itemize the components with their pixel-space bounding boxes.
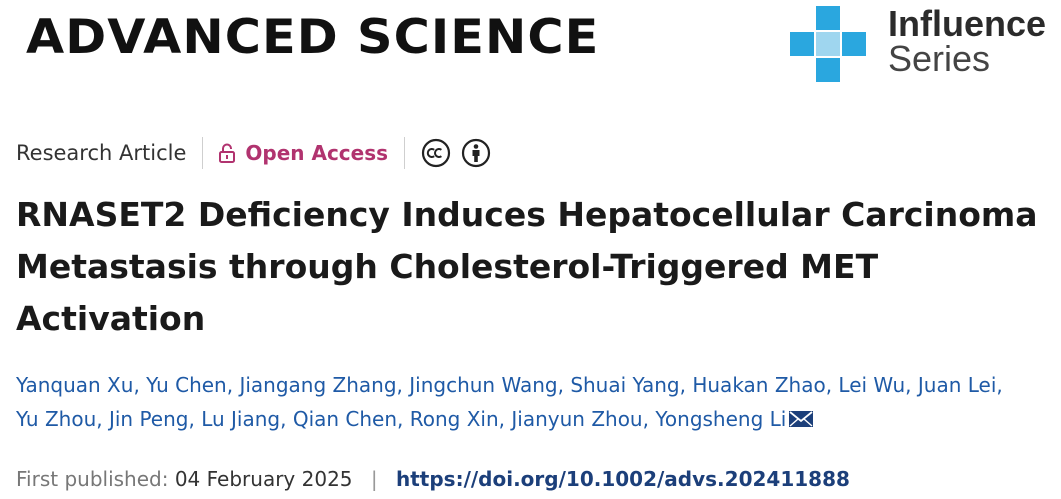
license-icons bbox=[421, 138, 491, 168]
doi-link[interactable]: https://doi.org/10.1002/advs.202411888 bbox=[395, 467, 850, 491]
author-separator: , bbox=[96, 407, 109, 431]
divider bbox=[404, 137, 406, 169]
attribution-icon[interactable] bbox=[461, 138, 491, 168]
author-separator: , bbox=[280, 407, 293, 431]
author-link[interactable]: Yu Zhou bbox=[16, 407, 97, 431]
article-title: RNASET2 Deficiency Induces Hepatocellula… bbox=[16, 195, 1038, 338]
publication-date: 04 February 2025 bbox=[174, 467, 353, 491]
author-separator: , bbox=[996, 373, 1003, 397]
article-type: Research Article bbox=[16, 141, 187, 165]
author-separator: , bbox=[557, 373, 571, 397]
author-link[interactable]: Jingchun Wang bbox=[409, 373, 558, 397]
author-separator: , bbox=[679, 373, 693, 397]
article-meta-row: Research Article Open Access bbox=[16, 134, 491, 172]
series-line-2: Series bbox=[888, 38, 991, 79]
series-line-1: Influence bbox=[888, 3, 1047, 44]
author-link[interactable]: Jin Peng bbox=[108, 407, 189, 431]
author-link[interactable]: Juan Lei bbox=[917, 373, 997, 397]
journal-logo[interactable]: ADVANCED SCIENCE bbox=[26, 10, 600, 65]
author-list: Yanquan Xu, Yu Chen, Jiangang Zhang, Jin… bbox=[16, 368, 1046, 436]
influence-series-text: Influence Series bbox=[888, 3, 1047, 79]
creative-commons-icon[interactable] bbox=[421, 138, 451, 168]
open-access-label: Open Access bbox=[245, 141, 389, 165]
author-separator: , bbox=[133, 373, 147, 397]
author-link[interactable]: Yanquan Xu bbox=[16, 373, 134, 397]
author-separator: , bbox=[825, 373, 839, 397]
masthead: ADVANCED SCIENCE Influence Series bbox=[0, 0, 1061, 100]
author-separator: , bbox=[397, 407, 410, 431]
influence-series-logo[interactable]: Influence Series bbox=[790, 6, 1060, 82]
author-separator: , bbox=[905, 373, 918, 397]
publication-info: First published: 04 February 2025 | http… bbox=[16, 464, 850, 494]
author-link[interactable]: Yu Chen bbox=[146, 373, 227, 397]
open-access-badge[interactable]: Open Access bbox=[219, 141, 388, 165]
author-link[interactable]: Jianyun Zhou bbox=[511, 407, 643, 431]
author-separator: , bbox=[188, 407, 202, 431]
separator: | bbox=[370, 467, 378, 491]
author-link[interactable]: Rong Xin bbox=[409, 407, 499, 431]
author-separator: , bbox=[642, 407, 656, 431]
open-lock-icon bbox=[219, 143, 236, 163]
author-link[interactable]: Lei Wu bbox=[838, 373, 906, 397]
first-published-label: First published: bbox=[16, 467, 169, 491]
author-link[interactable]: Yongsheng Li bbox=[655, 407, 787, 431]
author-link[interactable]: Huakan Zhao bbox=[692, 373, 826, 397]
author-link[interactable]: Lu Jiang bbox=[201, 407, 281, 431]
author-separator: , bbox=[226, 373, 240, 397]
divider bbox=[202, 137, 204, 169]
author-separator: , bbox=[498, 407, 512, 431]
author-link[interactable]: Jiangang Zhang bbox=[239, 373, 397, 397]
email-icon[interactable] bbox=[788, 409, 814, 429]
author-link[interactable]: Shuai Yang bbox=[570, 373, 680, 397]
author-separator: , bbox=[396, 373, 410, 397]
author-link[interactable]: Qian Chen bbox=[292, 407, 398, 431]
influence-cross-icon bbox=[790, 6, 866, 82]
